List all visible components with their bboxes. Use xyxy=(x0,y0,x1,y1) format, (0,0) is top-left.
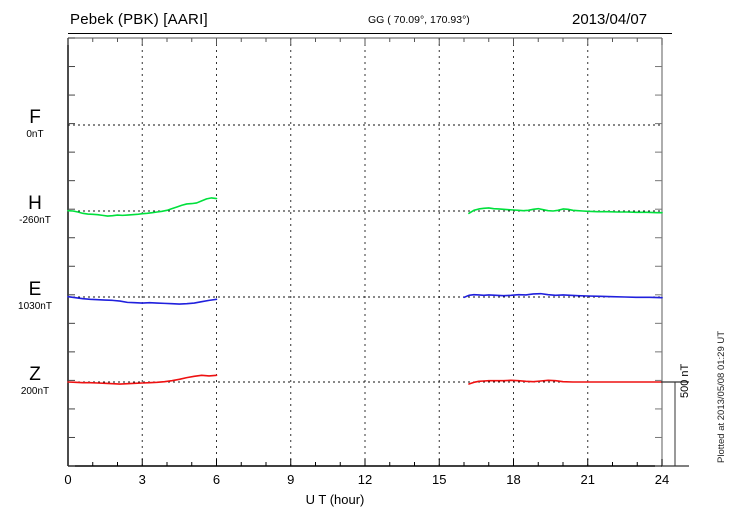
component-letter-z: Z xyxy=(29,364,41,385)
component-letter-e: E xyxy=(28,279,42,300)
x-tick-label: 12 xyxy=(357,472,373,487)
x-axis-title-text: U T (hour) xyxy=(305,492,365,507)
component-label-h: H -260nT xyxy=(4,194,66,227)
header-divider xyxy=(68,33,672,34)
observation-date: 2013/04/07 xyxy=(572,11,648,28)
plotted-timestamp: Plotted at 2013/05/08 01:29 UT xyxy=(716,330,727,463)
component-label-z: Z 200nT xyxy=(4,365,66,398)
x-axis-title: U T (hour) xyxy=(0,492,730,507)
trace-z xyxy=(67,374,218,385)
scale-bar-label: 500 nT xyxy=(679,363,691,398)
trace-e xyxy=(67,295,218,305)
x-tick-label: 21 xyxy=(580,472,595,487)
trace-e xyxy=(463,292,663,299)
trace-z xyxy=(468,379,663,385)
geographic-coordinates: GG ( 70.09°, 170.93°) xyxy=(368,14,470,26)
x-tick-label: 24 xyxy=(654,472,670,487)
component-letter-f: F xyxy=(29,107,41,128)
component-value-f: 0nT xyxy=(26,129,44,140)
x-tick-label: 18 xyxy=(506,472,521,487)
component-label-e: E 1030nT xyxy=(4,280,66,313)
component-value-z: 200nT xyxy=(20,386,50,397)
component-label-f: F 0nT xyxy=(4,108,66,141)
component-value-h: -260nT xyxy=(19,215,51,226)
trace-h xyxy=(67,197,218,217)
x-tick-label: 15 xyxy=(432,472,447,487)
component-letter-h: H xyxy=(28,193,42,214)
x-tick-label: 3 xyxy=(138,472,146,487)
x-tick-label: 0 xyxy=(64,472,72,487)
trace-h xyxy=(468,207,663,215)
page-title: Pebek (PBK) [AARI] xyxy=(70,11,208,28)
x-tick-label: 9 xyxy=(287,472,295,487)
component-value-e: 1030nT xyxy=(18,301,52,312)
x-tick-label: 6 xyxy=(212,472,221,487)
